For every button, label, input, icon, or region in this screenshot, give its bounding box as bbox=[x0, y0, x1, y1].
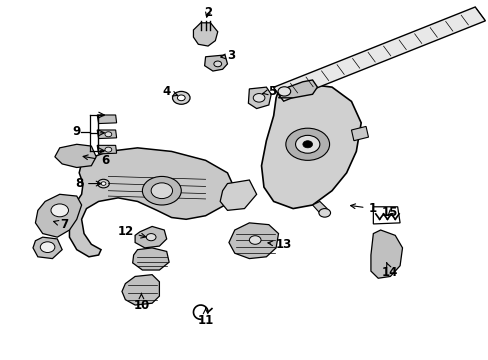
Polygon shape bbox=[33, 237, 62, 258]
Circle shape bbox=[249, 236, 261, 244]
Text: 1: 1 bbox=[350, 202, 376, 215]
Text: 2: 2 bbox=[203, 6, 212, 19]
Polygon shape bbox=[228, 223, 278, 258]
Text: 14: 14 bbox=[382, 263, 398, 279]
Text: 11: 11 bbox=[197, 308, 213, 327]
Text: 4: 4 bbox=[162, 85, 177, 98]
Polygon shape bbox=[135, 226, 166, 248]
Circle shape bbox=[278, 87, 290, 96]
Circle shape bbox=[177, 95, 185, 101]
Polygon shape bbox=[273, 7, 485, 101]
Polygon shape bbox=[312, 202, 326, 216]
Polygon shape bbox=[261, 84, 361, 208]
Circle shape bbox=[40, 242, 55, 252]
Polygon shape bbox=[97, 115, 116, 123]
Circle shape bbox=[142, 176, 181, 205]
Circle shape bbox=[151, 183, 172, 199]
Polygon shape bbox=[35, 194, 81, 237]
Polygon shape bbox=[193, 23, 217, 46]
Polygon shape bbox=[370, 230, 402, 278]
Polygon shape bbox=[351, 126, 368, 141]
Circle shape bbox=[105, 147, 112, 152]
Polygon shape bbox=[69, 148, 234, 257]
Circle shape bbox=[172, 91, 190, 104]
Polygon shape bbox=[97, 145, 116, 154]
Text: 15: 15 bbox=[382, 206, 398, 219]
Polygon shape bbox=[55, 144, 96, 167]
Circle shape bbox=[105, 132, 112, 137]
Circle shape bbox=[51, 204, 68, 217]
Circle shape bbox=[213, 61, 221, 67]
Text: 9: 9 bbox=[72, 125, 81, 138]
Text: 6: 6 bbox=[83, 154, 109, 167]
Circle shape bbox=[253, 94, 264, 102]
Text: 3: 3 bbox=[220, 49, 235, 62]
Text: 13: 13 bbox=[267, 238, 292, 251]
Polygon shape bbox=[220, 180, 256, 210]
Circle shape bbox=[318, 208, 330, 217]
Text: 10: 10 bbox=[133, 293, 149, 312]
Text: 7: 7 bbox=[54, 218, 68, 231]
Polygon shape bbox=[204, 55, 227, 71]
Circle shape bbox=[295, 135, 319, 153]
Circle shape bbox=[98, 179, 109, 188]
Text: 8: 8 bbox=[75, 177, 101, 190]
Text: 5: 5 bbox=[262, 85, 276, 98]
Circle shape bbox=[146, 234, 156, 241]
Polygon shape bbox=[122, 275, 159, 305]
Polygon shape bbox=[132, 248, 169, 270]
Text: 12: 12 bbox=[117, 225, 145, 238]
Polygon shape bbox=[248, 87, 271, 109]
Circle shape bbox=[285, 128, 329, 160]
Polygon shape bbox=[278, 80, 317, 98]
Polygon shape bbox=[97, 130, 116, 139]
Circle shape bbox=[101, 182, 106, 185]
Circle shape bbox=[302, 141, 312, 148]
